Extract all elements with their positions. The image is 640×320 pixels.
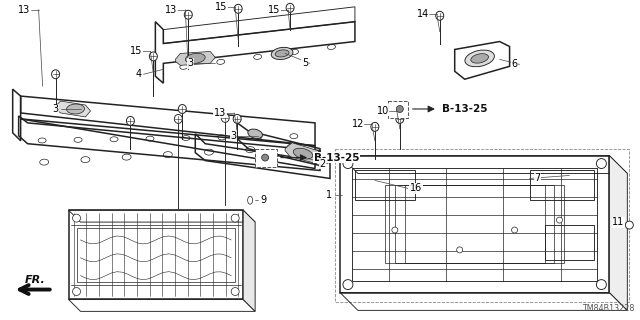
Ellipse shape — [72, 288, 81, 295]
Text: 14: 14 — [417, 9, 429, 19]
Text: B-13-25: B-13-25 — [314, 153, 360, 163]
Ellipse shape — [72, 214, 81, 222]
Ellipse shape — [293, 148, 313, 159]
Ellipse shape — [511, 227, 518, 233]
Text: B-13-25: B-13-25 — [442, 104, 487, 114]
Ellipse shape — [231, 288, 239, 295]
Ellipse shape — [275, 50, 289, 57]
Ellipse shape — [286, 3, 294, 12]
Text: 13: 13 — [19, 5, 31, 15]
Ellipse shape — [184, 10, 192, 19]
Polygon shape — [609, 156, 627, 310]
Ellipse shape — [396, 106, 403, 112]
Ellipse shape — [248, 129, 262, 139]
Ellipse shape — [127, 116, 134, 125]
Ellipse shape — [149, 52, 157, 61]
Ellipse shape — [262, 154, 269, 161]
Polygon shape — [175, 52, 215, 65]
Ellipse shape — [596, 159, 606, 169]
Polygon shape — [243, 210, 255, 311]
Text: TM84B13228: TM84B13228 — [582, 304, 634, 313]
Text: 3: 3 — [52, 104, 59, 114]
Ellipse shape — [234, 4, 242, 13]
FancyBboxPatch shape — [255, 149, 277, 166]
Text: 5: 5 — [302, 58, 308, 68]
Polygon shape — [56, 101, 90, 117]
Text: 1: 1 — [326, 190, 332, 200]
Ellipse shape — [625, 221, 634, 229]
Text: 10: 10 — [376, 106, 389, 116]
Text: 15: 15 — [268, 5, 280, 15]
Ellipse shape — [179, 105, 186, 114]
Text: 15: 15 — [215, 2, 227, 12]
Text: 11: 11 — [612, 217, 625, 227]
Ellipse shape — [371, 122, 379, 131]
Ellipse shape — [221, 114, 229, 122]
Text: 15: 15 — [130, 46, 142, 56]
Ellipse shape — [174, 115, 182, 124]
Ellipse shape — [248, 196, 253, 204]
Ellipse shape — [471, 54, 488, 63]
Text: 12: 12 — [351, 119, 364, 129]
Ellipse shape — [186, 53, 205, 63]
Ellipse shape — [271, 47, 293, 60]
Ellipse shape — [52, 70, 60, 79]
Ellipse shape — [557, 217, 563, 223]
Ellipse shape — [392, 227, 398, 233]
Text: 2: 2 — [320, 158, 326, 169]
Text: 6: 6 — [511, 59, 518, 69]
Text: 3: 3 — [230, 131, 236, 141]
Text: 13: 13 — [214, 108, 226, 118]
Text: 13: 13 — [165, 5, 177, 15]
Ellipse shape — [233, 115, 241, 124]
Ellipse shape — [231, 214, 239, 222]
Text: 4: 4 — [135, 69, 141, 79]
Text: 9: 9 — [260, 195, 266, 205]
FancyBboxPatch shape — [388, 101, 408, 118]
Text: 7: 7 — [534, 173, 541, 183]
Ellipse shape — [457, 247, 463, 253]
Ellipse shape — [67, 104, 84, 114]
Ellipse shape — [343, 280, 353, 290]
Text: 16: 16 — [410, 183, 422, 193]
Ellipse shape — [436, 11, 444, 20]
Ellipse shape — [465, 50, 494, 67]
Text: 3: 3 — [187, 58, 193, 68]
Ellipse shape — [396, 115, 404, 124]
Polygon shape — [285, 143, 322, 164]
Ellipse shape — [596, 280, 606, 290]
Text: FR.: FR. — [25, 275, 46, 284]
Ellipse shape — [343, 159, 353, 169]
